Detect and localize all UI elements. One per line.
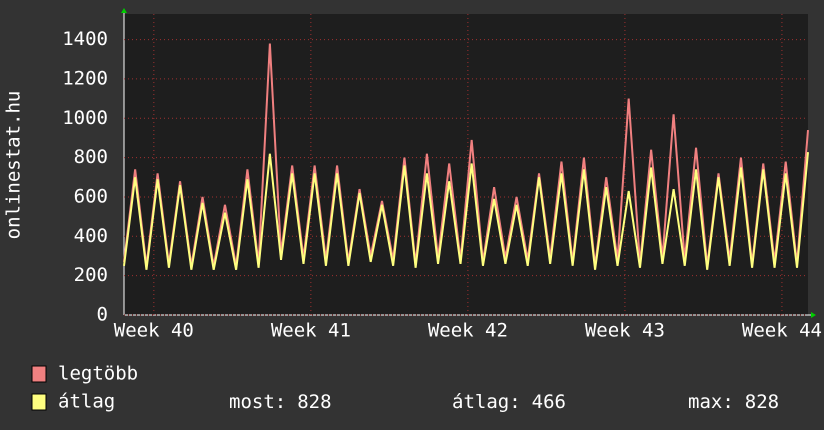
y-tick-label: 200 xyxy=(74,264,108,286)
stat-label: átlag: xyxy=(452,391,521,413)
stat-value: 466 xyxy=(532,391,566,413)
y-tick-label: 1200 xyxy=(62,67,108,89)
y-tick-label: 600 xyxy=(74,185,108,207)
x-tick-label: Week 44 xyxy=(742,320,822,342)
y-tick-label: 1400 xyxy=(62,28,108,50)
legend-label: legtöbb xyxy=(58,363,138,385)
legend-swatch xyxy=(31,365,47,383)
arrow xyxy=(811,312,816,318)
stat-label: most: xyxy=(229,391,286,413)
stat-value: 828 xyxy=(745,391,779,413)
x-tick-label: Week 41 xyxy=(271,320,351,342)
plot-area xyxy=(124,14,808,315)
stat-label: max: xyxy=(688,391,734,413)
stat: max: 828 xyxy=(688,391,779,413)
stat: átlag: 466 xyxy=(452,391,566,413)
y-tick-label: 1000 xyxy=(62,107,108,129)
y-tick-label: 400 xyxy=(74,225,108,247)
x-tick-label: Week 43 xyxy=(585,320,665,342)
legend-swatch xyxy=(31,393,47,411)
legend: legtöbb átlag most: 828 átlag: 466 max: 828 xyxy=(31,363,779,413)
y-tick-label: 800 xyxy=(74,146,108,168)
x-tick-label: Week 42 xyxy=(428,320,508,342)
stat: most: 828 xyxy=(229,391,332,413)
series-line xyxy=(123,152,809,270)
y-axis-label: onlinestat.hu xyxy=(3,91,25,240)
x-tick-label: Week 40 xyxy=(114,320,194,342)
arrow xyxy=(121,8,127,13)
y-tick-label: 0 xyxy=(97,304,108,326)
stat-value: 828 xyxy=(297,391,331,413)
legend-label: átlag xyxy=(58,391,115,413)
